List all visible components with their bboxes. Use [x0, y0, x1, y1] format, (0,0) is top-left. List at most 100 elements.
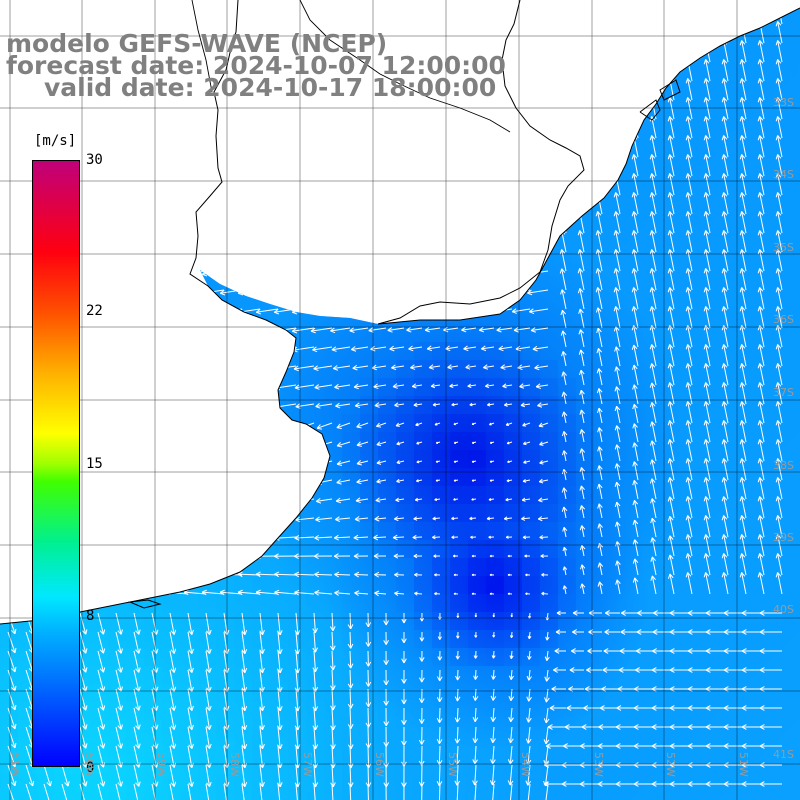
arrow-icon — [561, 487, 568, 500]
arrow-icon — [219, 403, 243, 410]
arrow-icon — [3, 308, 27, 315]
arrow-icon — [374, 402, 387, 408]
arrow-icon — [525, 726, 532, 744]
arrow-icon — [453, 156, 477, 163]
arrow-icon — [3, 535, 27, 541]
arrow-icon — [615, 541, 621, 557]
arrow-icon — [219, 270, 243, 277]
arrow-icon — [595, 173, 603, 196]
arrow-icon — [721, 230, 729, 253]
arrow-icon — [273, 270, 297, 277]
arrow-icon — [685, 306, 693, 329]
arrow-icon — [562, 546, 568, 557]
arrow-icon — [649, 402, 657, 424]
arrow-icon — [93, 194, 117, 201]
arrow-icon — [7, 783, 17, 800]
arrow-icon — [334, 383, 351, 390]
arrow-icon — [273, 194, 297, 201]
arrow-icon — [555, 629, 566, 635]
arrow-icon — [3, 571, 27, 578]
lon-label-53w: 53W — [592, 752, 605, 777]
arrow-icon — [739, 192, 747, 215]
arrow-icon — [502, 383, 513, 389]
arrow-icon — [597, 465, 603, 481]
arrow-icon — [649, 154, 657, 177]
arrow-icon — [133, 783, 140, 800]
arrow-icon — [347, 669, 354, 689]
arrow-icon — [649, 344, 657, 367]
arrow-icon — [414, 591, 423, 596]
arrow-icon — [739, 40, 747, 63]
arrow-icon — [471, 592, 477, 596]
arrow-icon — [294, 384, 315, 391]
arrow-icon — [757, 268, 765, 291]
arrow-icon — [76, 422, 99, 432]
arrow-icon — [259, 726, 265, 750]
arrow-icon — [237, 346, 261, 353]
arrow-icon — [596, 388, 603, 405]
arrow-icon — [511, 308, 531, 314]
arrow-icon — [507, 554, 513, 558]
arrow-icon — [469, 516, 477, 521]
arrow-icon — [432, 535, 441, 540]
arrow-icon — [392, 383, 405, 389]
arrow-icon — [561, 371, 567, 386]
lon-label-51w: 51W — [737, 752, 750, 777]
arrow-icon — [165, 308, 189, 315]
arrow-icon — [538, 497, 549, 503]
arrow-icon — [530, 327, 549, 333]
arrow-icon — [414, 572, 423, 577]
arrow-icon — [650, 556, 657, 576]
arrow-icon — [685, 572, 693, 595]
arrow-icon — [130, 441, 153, 450]
arrow-icon — [25, 764, 35, 787]
arrow-icon — [133, 650, 141, 673]
arrow-icon — [381, 156, 405, 163]
arrow-icon — [417, 175, 441, 182]
arrow-icon — [354, 590, 369, 597]
arrow-icon — [314, 590, 333, 596]
arrow-icon — [3, 553, 27, 560]
arrow-icon — [345, 175, 369, 182]
arrow-icon — [201, 403, 225, 410]
arrow-icon — [241, 707, 248, 731]
arrow-icon — [775, 553, 783, 576]
arrow-icon — [544, 783, 549, 800]
arrow-icon — [347, 650, 354, 669]
arrow-icon — [219, 308, 243, 315]
arrow-icon — [364, 289, 387, 296]
arrow-icon — [404, 308, 423, 314]
arrow-icon — [0, 118, 9, 123]
arrow-icon — [376, 460, 387, 465]
arrow-icon — [614, 521, 621, 538]
arrow-icon — [399, 232, 423, 239]
colorbar-tick-15: 15 — [86, 456, 103, 472]
arrow-icon — [559, 21, 567, 44]
arrow-icon — [636, 629, 656, 635]
arrow-icon — [97, 783, 104, 800]
arrow-icon — [537, 402, 549, 408]
arrow-icon — [436, 726, 443, 744]
arrow-icon — [579, 8, 585, 25]
arrow-icon — [613, 21, 621, 44]
arrow-icon — [559, 78, 567, 101]
arrow-icon — [273, 175, 297, 182]
arrow-icon — [401, 688, 407, 705]
arrow-icon — [331, 346, 351, 352]
arrow-icon — [489, 42, 513, 49]
arrow-icon — [295, 783, 299, 800]
arrow-icon — [356, 478, 369, 485]
arrow-icon — [187, 650, 194, 673]
arrow-icon — [473, 669, 479, 680]
arrow-icon — [112, 460, 135, 469]
arrow-icon — [463, 345, 477, 352]
arrow-icon — [399, 213, 423, 220]
arrow-icon — [148, 460, 171, 469]
arrow-icon — [417, 194, 441, 201]
arrow-icon — [649, 135, 657, 158]
arrow-icon — [685, 249, 693, 272]
arrow-icon — [595, 135, 603, 158]
arrow-icon — [757, 78, 765, 101]
arrow-icon — [775, 192, 783, 215]
arrow-icon — [579, 485, 585, 500]
